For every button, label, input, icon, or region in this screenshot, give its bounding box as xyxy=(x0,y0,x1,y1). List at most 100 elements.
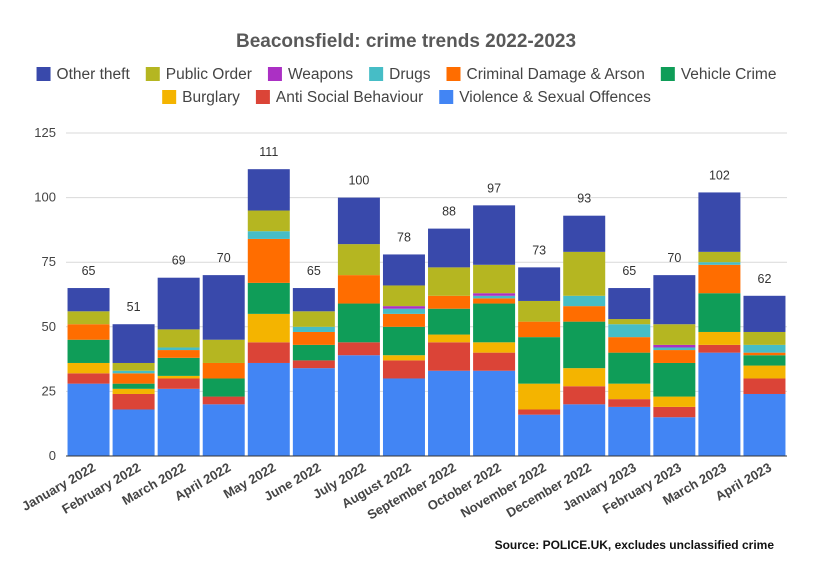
bar-segment-drugs xyxy=(473,295,516,299)
bar-segment-anti-social-behaviour xyxy=(247,342,290,363)
bar-segment-public-order xyxy=(382,285,425,307)
legend-swatch xyxy=(145,67,160,81)
bar-segment-public-order xyxy=(473,264,516,294)
bar-segment-drugs xyxy=(382,308,425,314)
bar-segment-burglary xyxy=(698,331,741,345)
legend-label: Criminal Damage & Arson xyxy=(467,66,645,83)
bar-segment-anti-social-behaviour xyxy=(292,360,335,369)
bar-segment-drugs xyxy=(563,295,606,307)
bar-segment-criminal-damage-and-arson xyxy=(743,352,786,356)
bar-segment-other-theft xyxy=(563,215,606,252)
bar-segment-vehicle-crime xyxy=(653,362,696,397)
bar-segment-public-order xyxy=(428,267,471,296)
bar-segment-violence-and-sexual-offences xyxy=(608,406,651,456)
bar-segment-criminal-damage-and-arson xyxy=(563,306,606,322)
legend-label: Other theft xyxy=(57,66,131,83)
legend-item-vehicle-crime: Vehicle Crime xyxy=(660,66,777,83)
bar-segment-drugs xyxy=(157,347,200,351)
bar-segment-criminal-damage-and-arson xyxy=(292,331,335,345)
bar-segment-violence-and-sexual-offences xyxy=(563,404,606,456)
bar-total-label: 70 xyxy=(217,251,231,265)
legend-swatch xyxy=(162,90,177,104)
bar-segment-drugs xyxy=(608,324,651,338)
bar-total-label: 65 xyxy=(307,264,321,278)
bar-segment-other-theft xyxy=(608,288,651,320)
bar-segment-vehicle-crime xyxy=(202,378,245,397)
bar-total-label: 88 xyxy=(442,205,456,219)
source-note: Source: POLICE.UK, excludes unclassified… xyxy=(495,538,775,552)
bar-segment-other-theft xyxy=(247,169,290,211)
bar-segment-criminal-damage-and-arson xyxy=(518,321,561,338)
bar-segment-drugs xyxy=(292,326,335,332)
bar-segment-anti-social-behaviour xyxy=(337,342,380,356)
bar-segment-drugs xyxy=(743,344,786,353)
bar-segment-burglary xyxy=(428,334,471,343)
bar-segment-burglary xyxy=(563,368,606,387)
bar-segment-public-order xyxy=(743,331,786,345)
chart-title: Beaconsfield: crime trends 2022-2023 xyxy=(236,31,576,52)
bar-segment-violence-and-sexual-offences xyxy=(157,388,200,456)
bar-segment-public-order xyxy=(157,329,200,348)
bar-segment-vehicle-crime xyxy=(157,357,200,376)
legend-swatch xyxy=(369,67,384,81)
bar-total-label: 111 xyxy=(259,145,278,159)
legend-item-weapons: Weapons xyxy=(267,66,353,83)
bar-segment-burglary xyxy=(608,383,651,400)
legend-item-violence-and-sexual-offences: Violence & Sexual Offences xyxy=(439,89,651,106)
legend: Other theft Public Order Weapons Drugs Crimi… xyxy=(36,66,777,106)
bar-segment-violence-and-sexual-offences xyxy=(428,370,471,456)
bar-segment-other-theft xyxy=(653,275,696,325)
bar-segment-criminal-damage-and-arson xyxy=(698,264,741,294)
legend-label: Vehicle Crime xyxy=(681,66,777,83)
bar-total-label: 65 xyxy=(82,264,96,278)
y-tick-label: 125 xyxy=(34,125,56,140)
legend-label: Anti Social Behaviour xyxy=(276,89,423,106)
bar-segment-violence-and-sexual-offences xyxy=(112,409,155,456)
bar-segment-vehicle-crime xyxy=(608,352,651,384)
bar-total-label: 102 xyxy=(709,168,730,182)
bar-segment-criminal-damage-and-arson xyxy=(67,324,110,340)
bar-segment-burglary xyxy=(382,355,425,361)
bar-segment-violence-and-sexual-offences xyxy=(743,393,786,456)
bar-segment-public-order xyxy=(112,362,155,371)
legend-item-burglary: Burglary xyxy=(162,89,240,106)
bar-segment-drugs xyxy=(247,231,290,239)
bar-segment-anti-social-behaviour xyxy=(428,342,471,371)
legend-swatch xyxy=(446,67,461,81)
bar-segment-anti-social-behaviour xyxy=(743,378,786,394)
legend-swatch xyxy=(660,67,675,81)
bar-segment-other-theft xyxy=(518,267,561,301)
bar-segment-public-order xyxy=(518,300,561,322)
x-tick-label: January 2022 xyxy=(19,460,98,514)
bar-total-label: 65 xyxy=(622,264,636,278)
bar-segment-burglary xyxy=(518,383,561,410)
bar-segment-anti-social-behaviour xyxy=(653,406,696,418)
bar-segment-vehicle-crime xyxy=(67,339,110,363)
bar-segment-anti-social-behaviour xyxy=(202,396,245,405)
bar-segment-violence-and-sexual-offences xyxy=(67,383,110,456)
bar-segment-burglary xyxy=(473,342,516,353)
bar-segment-other-theft xyxy=(473,205,516,265)
bar-segment-public-order xyxy=(698,251,741,263)
bar-segment-other-theft xyxy=(157,277,200,330)
bar-segment-vehicle-crime xyxy=(743,355,786,366)
y-tick-label: 0 xyxy=(49,448,56,463)
bar-segment-anti-social-behaviour xyxy=(157,378,200,389)
bar-segment-other-theft xyxy=(382,254,425,286)
bar-segment-vehicle-crime xyxy=(247,282,290,314)
legend-swatch xyxy=(255,90,270,104)
legend-label: Public Order xyxy=(166,66,252,83)
bar-segment-vehicle-crime xyxy=(428,308,471,335)
bar-segment-anti-social-behaviour xyxy=(382,360,425,379)
bar-segment-burglary xyxy=(157,375,200,379)
bar-segment-anti-social-behaviour xyxy=(473,352,516,371)
bar-segment-vehicle-crime xyxy=(337,303,380,343)
bar-segment-other-theft xyxy=(743,295,786,332)
bar-segment-violence-and-sexual-offences xyxy=(247,362,290,456)
bar-segment-criminal-damage-and-arson xyxy=(337,275,380,304)
bar-segment-violence-and-sexual-offences xyxy=(382,378,425,456)
bar-segment-public-order xyxy=(563,251,606,296)
legend-item-anti-social-behaviour: Anti Social Behaviour xyxy=(255,89,423,106)
